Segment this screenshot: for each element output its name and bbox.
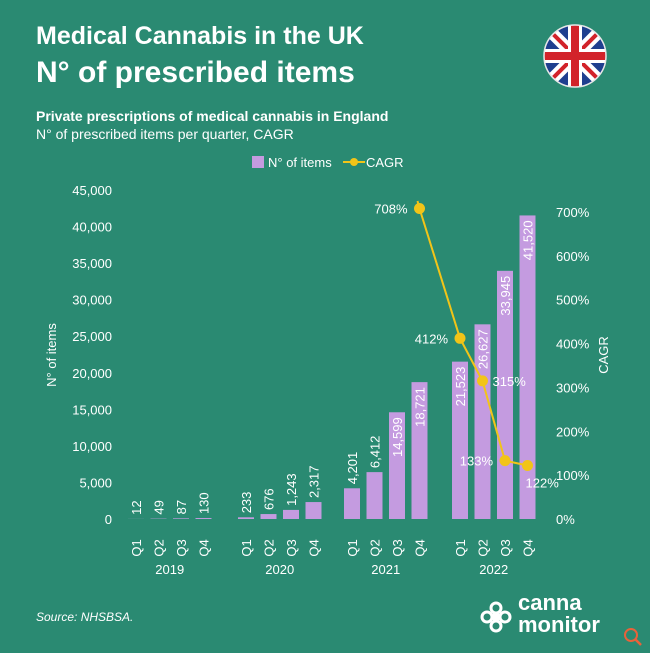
- y-tick-label: 30,000: [72, 293, 112, 308]
- bar-value-label: 14,599: [390, 417, 405, 457]
- page-subtitle: N° of prescribed items: [36, 56, 355, 89]
- bar-value-label: 233: [239, 492, 254, 514]
- bar: [260, 514, 277, 519]
- bar-value-label: 12: [129, 500, 144, 514]
- logo-text-canna: canna: [518, 590, 582, 615]
- y-tick-label: 25,000: [72, 329, 112, 344]
- bar-value-label: 130: [197, 492, 212, 514]
- bar-value-label: 6,412: [368, 436, 383, 469]
- quarter-label: Q2: [262, 539, 277, 556]
- quarter-label: Q4: [413, 539, 428, 556]
- cagr-label: 708%: [374, 201, 408, 216]
- bar: [238, 517, 254, 519]
- y2-tick-label: 200%: [556, 424, 590, 439]
- legend-line-marker: [350, 158, 358, 166]
- y-tick-label: 0: [105, 512, 112, 527]
- y2-tick-label: 700%: [556, 205, 590, 220]
- page-title: Medical Cannabis in the UK: [36, 22, 364, 50]
- bar: [389, 412, 405, 519]
- y-tick-label: 40,000: [72, 220, 112, 235]
- legend-bar-label: N° of items: [268, 155, 332, 170]
- logo-text-monitor: monitor: [518, 612, 600, 637]
- quarter-label: Q3: [390, 539, 405, 556]
- bar-value-label: 33,945: [498, 276, 513, 316]
- bar: [195, 518, 212, 519]
- quarter-label: Q1: [239, 539, 254, 556]
- cagr-label: 133%: [460, 454, 494, 469]
- cagr-label: 315%: [493, 374, 527, 389]
- y-axis-title: N° of items: [44, 323, 59, 387]
- bar: [411, 382, 428, 519]
- cagr-point: [522, 459, 533, 471]
- y2-tick-label: 600%: [556, 249, 590, 264]
- quarter-label: Q1: [129, 539, 144, 556]
- bar-value-label: 41,520: [521, 220, 536, 260]
- bar-value-label: 2,317: [307, 466, 322, 499]
- y-tick-label: 15,000: [72, 402, 112, 417]
- cagr-point: [454, 332, 466, 344]
- year-label: 2022: [479, 562, 508, 577]
- bar: [305, 502, 322, 519]
- cannamonitor-logo-icon: [480, 601, 512, 633]
- quarter-label: Q3: [498, 539, 513, 556]
- quarter-label: Q4: [521, 539, 536, 556]
- year-label: 2019: [155, 562, 184, 577]
- quarter-label: Q4: [307, 539, 322, 556]
- bar: [344, 488, 360, 519]
- cagr-label: 412%: [415, 331, 449, 346]
- bar: [366, 472, 383, 519]
- quarter-label: Q3: [174, 539, 189, 556]
- bar: [519, 215, 536, 519]
- year-label: 2020: [265, 562, 294, 577]
- quarter-label: Q4: [197, 539, 212, 556]
- bar-value-label: 49: [152, 500, 167, 514]
- bar-value-label: 87: [174, 500, 189, 514]
- uk-flag-icon: [543, 24, 607, 88]
- y-tick-label: 10,000: [72, 439, 112, 454]
- bar-value-label: 4,201: [345, 452, 360, 485]
- bar-value-label: 676: [262, 488, 277, 510]
- y2-tick-label: 0%: [556, 512, 575, 527]
- chart-title: Private prescriptions of medical cannabi…: [36, 108, 389, 124]
- bar-value-label: 18,721: [413, 387, 428, 427]
- cagr-point: [414, 202, 425, 214]
- y2-tick-label: 300%: [556, 380, 590, 395]
- quarter-label: Q1: [345, 539, 360, 556]
- y-tick-label: 20,000: [72, 366, 112, 381]
- y2-tick-label: 100%: [556, 468, 590, 483]
- y-tick-label: 5,000: [79, 475, 112, 490]
- legend-bar-swatch: [252, 156, 264, 168]
- quarter-label: Q2: [368, 539, 383, 556]
- chart-subtitle: N° of prescribed items per quarter, CAGR: [36, 126, 294, 142]
- y-tick-label: 45,000: [72, 183, 112, 198]
- bar: [283, 509, 299, 519]
- zoom-icon[interactable]: [622, 626, 644, 648]
- quarter-label: Q3: [284, 539, 299, 556]
- y-tick-label: 35,000: [72, 256, 112, 271]
- legend-line-label: CAGR: [366, 155, 404, 170]
- y2-axis-title: CAGR: [596, 336, 611, 374]
- y2-tick-label: 400%: [556, 337, 590, 352]
- y2-tick-label: 500%: [556, 293, 590, 308]
- bar-value-label: 26,627: [476, 329, 491, 369]
- bar-value-label: 21,523: [453, 367, 468, 407]
- bar: [173, 518, 189, 519]
- bar: [452, 361, 468, 519]
- cagr-point: [477, 375, 488, 387]
- cagr-label: 122%: [526, 475, 560, 490]
- quarter-label: Q2: [476, 539, 491, 556]
- quarter-label: Q2: [152, 539, 167, 556]
- year-label: 2021: [371, 562, 400, 577]
- cagr-point: [499, 455, 511, 467]
- source-note: Source: NHSBSA.: [36, 610, 134, 624]
- bar-value-label: 1,243: [284, 473, 299, 506]
- quarter-label: Q1: [453, 539, 468, 556]
